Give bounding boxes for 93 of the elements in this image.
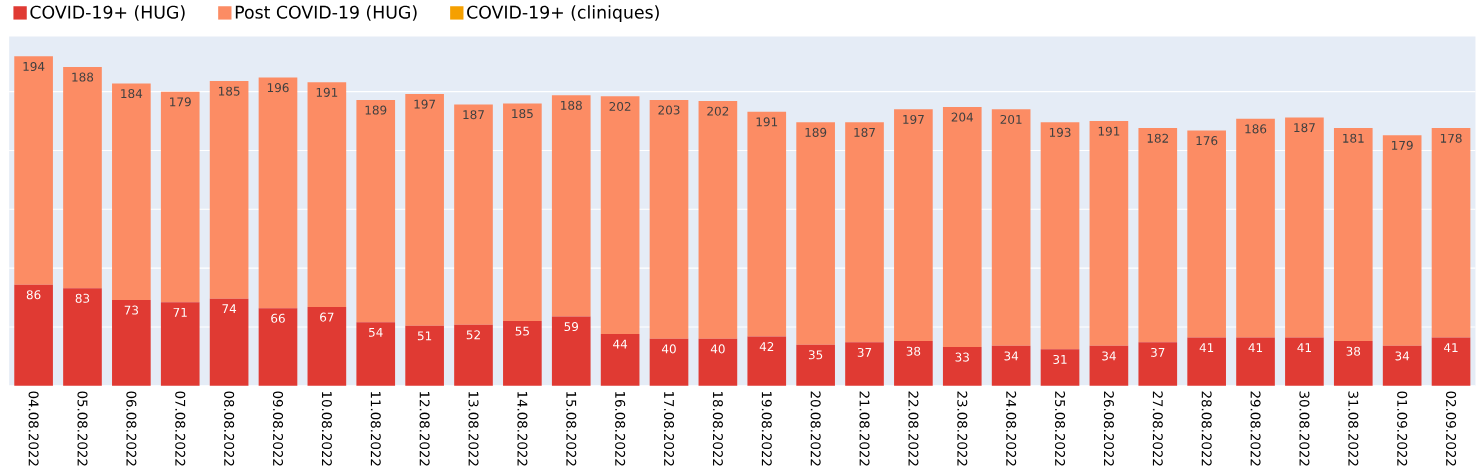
x-tick-label: 07.08.2022 [175, 391, 186, 466]
data-label: 55 [515, 326, 529, 336]
x-tick-label: 23.08.2022 [957, 391, 968, 466]
x-tick-label: 08.08.2022 [224, 391, 235, 466]
data-label: 86 [26, 290, 41, 300]
data-label: 41 [1443, 343, 1458, 352]
legend-label: COVID-19+ (HUG) [30, 5, 185, 21]
data-label: 71 [173, 307, 187, 317]
x-tick-label: 27.08.2022 [1152, 391, 1163, 466]
data-label: 33 [955, 352, 969, 362]
x-tick-label: 29.08.2022 [1250, 391, 1261, 466]
x-tick-label: 31.08.2022 [1348, 391, 1359, 466]
data-label: 66 [271, 313, 285, 323]
data-label: 178 [1440, 133, 1462, 143]
x-tick-label: 21.08.2022 [859, 391, 870, 466]
x-tick-label: 04.08.2022 [28, 391, 39, 466]
x-tick-label: 19.08.2022 [761, 391, 772, 466]
x-tick-label: 06.08.2022 [126, 391, 137, 466]
x-tick-label: 05.08.2022 [77, 391, 88, 466]
data-label: 193 [1049, 127, 1071, 137]
data-label: 51 [417, 331, 432, 341]
legend-label: Post COVID-19 (HUG) [235, 5, 417, 21]
data-label: 202 [609, 101, 631, 111]
data-label: 35 [808, 350, 823, 360]
data-label: 188 [72, 72, 94, 82]
data-label: 54 [369, 327, 383, 337]
data-label: 197 [414, 99, 436, 109]
data-label: 182 [1147, 133, 1169, 143]
data-label: 41 [1248, 343, 1263, 352]
x-tick-label: 01.09.2022 [1397, 391, 1408, 466]
data-label: 44 [613, 339, 628, 349]
data-label: 37 [1151, 347, 1165, 357]
data-label: 41 [1199, 343, 1214, 352]
data-label: 40 [710, 344, 725, 354]
data-label: 34 [1004, 351, 1019, 361]
data-label: 187 [1294, 122, 1315, 133]
data-label: 187 [854, 127, 875, 137]
data-label: 197 [903, 114, 924, 124]
data-label: 186 [1245, 124, 1267, 134]
data-label: 201 [1000, 114, 1022, 124]
data-label: 179 [1392, 140, 1413, 150]
data-label: 191 [1098, 126, 1120, 136]
data-label: 189 [365, 105, 387, 115]
data-label: 52 [466, 330, 480, 340]
data-label: 73 [124, 305, 139, 315]
x-tick-label: 12.08.2022 [419, 391, 430, 466]
data-label: 204 [951, 112, 974, 122]
x-tick-label: 13.08.2022 [468, 391, 479, 466]
x-tick-label: 17.08.2022 [663, 391, 675, 466]
data-label: 202 [707, 106, 729, 116]
x-tick-label: 26.08.2022 [1103, 391, 1114, 466]
data-label: 189 [805, 127, 827, 137]
data-label: 34 [1395, 351, 1410, 361]
data-label: 67 [320, 312, 334, 322]
x-tick-label: 11.08.2022 [370, 391, 381, 466]
data-label: 191 [756, 117, 778, 127]
data-label: 74 [222, 304, 237, 313]
data-label: 38 [1346, 346, 1361, 356]
x-tick-label: 14.08.2022 [517, 391, 528, 466]
data-label: 42 [759, 341, 774, 351]
x-tick-label: 16.08.2022 [615, 391, 626, 466]
x-tick-label: 18.08.2022 [712, 391, 723, 466]
data-label: 41 [1297, 343, 1311, 352]
legend-label: COVID-19+ (cliniques) [467, 5, 659, 22]
data-label: 184 [121, 88, 143, 98]
data-label: 37 [857, 347, 872, 357]
data-label: 187 [463, 110, 484, 120]
x-tick-label: 02.09.2022 [1446, 391, 1457, 466]
data-label: 59 [564, 321, 579, 331]
x-tick-label: 10.08.2022 [321, 391, 332, 466]
data-label: 191 [316, 87, 338, 97]
data-label: 181 [1343, 133, 1364, 143]
x-tick-label: 30.08.2022 [1299, 391, 1310, 466]
data-label: 40 [661, 344, 676, 354]
data-label: 31 [1053, 354, 1067, 364]
data-label: 196 [267, 82, 289, 93]
data-label: 34 [1102, 351, 1116, 361]
x-tick-label: 15.08.2022 [566, 391, 577, 466]
data-label: 176 [1196, 135, 1218, 145]
data-label: 203 [658, 105, 680, 115]
data-label: 179 [170, 97, 191, 107]
data-label: 83 [75, 293, 90, 303]
x-tick-label: 20.08.2022 [810, 391, 821, 466]
data-label: 194 [23, 61, 45, 71]
data-label: 185 [512, 108, 533, 118]
data-label: 185 [218, 86, 240, 96]
x-tick-label: 09.08.2022 [272, 391, 284, 466]
x-tick-label: 25.08.2022 [1054, 391, 1066, 466]
x-tick-label: 22.08.2022 [908, 391, 919, 466]
x-tick-label: 24.08.2022 [1006, 391, 1017, 466]
data-label: 38 [906, 346, 921, 356]
x-tick-label: 28.08.2022 [1201, 391, 1212, 466]
data-label: 188 [561, 100, 582, 110]
